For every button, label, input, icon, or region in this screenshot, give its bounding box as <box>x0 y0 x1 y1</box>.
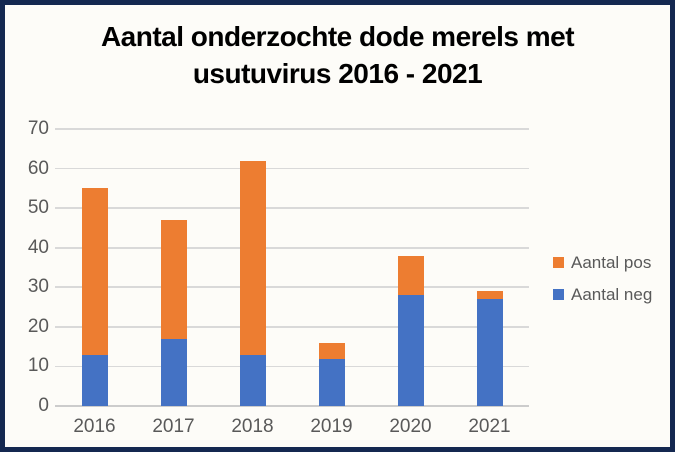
plot-area: 0 10 20 30 40 50 60 70 2016 2017 2018 2019 2020 2021 <box>5 5 670 447</box>
y-tick-label: 30 <box>27 276 49 298</box>
x-axis-line <box>55 405 529 407</box>
bar-segment-2021-aantal-pos <box>476 291 503 300</box>
bar-segment-2018-aantal-pos <box>239 160 266 355</box>
legend: Aantal pos Aantal neg <box>553 253 652 317</box>
gridline <box>55 286 529 289</box>
chart-title: Aantal onderzochte dode merels met usutu… <box>5 18 670 92</box>
y-tick-label: 40 <box>27 236 49 258</box>
chart-title-line-1: Aantal onderzochte dode merels met <box>100 21 575 52</box>
gridline <box>55 246 529 249</box>
gridline <box>55 365 529 368</box>
gridline <box>55 167 529 170</box>
legend-item-aantal-neg: Aantal neg <box>553 285 652 304</box>
bar-segment-2020-aantal-neg <box>397 295 424 406</box>
legend-item-aantal-pos: Aantal pos <box>553 253 652 272</box>
x-tick-label: 2016 <box>73 416 116 437</box>
bar-segment-2019-aantal-pos <box>318 342 345 359</box>
gridline <box>55 207 529 209</box>
bar-segment-2018-aantal-neg <box>239 354 266 406</box>
y-tick-label: 10 <box>27 355 49 377</box>
gridline <box>55 128 529 130</box>
legend-label-pos: Aantal pos <box>571 252 652 272</box>
gridline <box>55 326 529 328</box>
bar-segment-2016-aantal-neg <box>81 354 108 406</box>
bar-segment-2021-aantal-neg <box>476 299 503 406</box>
y-tick-label: 20 <box>27 315 49 337</box>
chart-title-line-2: usutuvirus 2016 - 2021 <box>192 58 483 89</box>
bar-segment-2016-aantal-pos <box>81 188 108 355</box>
bar-segment-2017-aantal-neg <box>160 338 187 406</box>
x-tick-label: 2019 <box>310 416 353 437</box>
legend-swatch-pos-icon <box>553 257 564 268</box>
bar-segment-2019-aantal-neg <box>318 358 345 406</box>
legend-label-neg: Aantal neg <box>571 284 653 304</box>
y-tick-label: 50 <box>27 197 49 219</box>
y-tick-label: 0 <box>38 395 49 416</box>
bar-segment-2020-aantal-pos <box>397 255 424 296</box>
x-tick-label: 2017 <box>152 416 195 437</box>
x-tick-label: 2020 <box>389 416 432 437</box>
legend-swatch-neg-icon <box>553 289 564 300</box>
bar-segment-2017-aantal-pos <box>160 220 187 339</box>
y-tick-label: 60 <box>27 157 49 179</box>
y-tick-label: 70 <box>27 118 49 139</box>
x-tick-label: 2021 <box>468 416 511 437</box>
x-tick-label: 2018 <box>231 416 274 437</box>
